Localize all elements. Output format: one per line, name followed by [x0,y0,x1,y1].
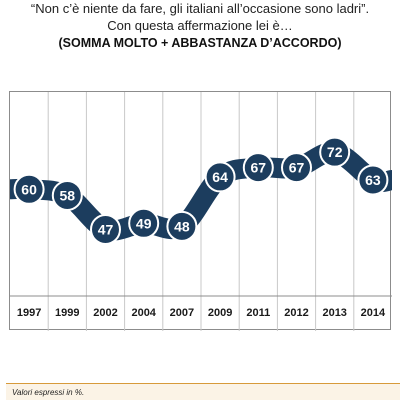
x-tick-label-2014: 2014 [361,307,386,319]
data-point-1997 [13,173,45,205]
data-label-2007: 48 [174,218,190,234]
chart-frame: 60 58 47 49 48 64 67 67 72 63 1997 1999 2002 2004 2007… [9,91,392,331]
data-label-2014: 63 [365,172,381,188]
chart-subtitle: (SOMMA MOLTO + ABBASTANZA D’ACCORDO) [58,36,342,50]
data-point-2007 [166,210,198,242]
data-point-2002 [90,213,121,245]
data-point-2012 [281,152,312,184]
data-point-2009 [204,161,236,193]
data-point-1999 [51,179,83,211]
data-point-2014 [357,164,389,196]
data-point-2013 [319,136,351,168]
data-label-2009: 64 [212,169,228,185]
x-tick-label-2002: 2002 [93,307,117,319]
line-chart: 60 58 47 49 48 64 67 67 72 63 1997 1999 2002 2004 2007… [10,92,392,331]
data-point-2011 [242,152,274,184]
x-tick-label-1999: 1999 [55,307,79,319]
x-tick-label-2012: 2012 [284,307,308,319]
chart-title-line-1: “Non c’è niente da fare, gli italiani al… [30,1,370,16]
chart-title-line-2: Con questa affermazione lei è… [107,18,293,33]
data-label-2012: 67 [289,160,305,176]
data-label-2011: 67 [251,160,267,176]
data-label-1999: 58 [60,187,76,203]
x-tick-label-2009: 2009 [208,307,232,319]
x-tick-label-2007: 2007 [170,307,194,319]
data-label-2013: 72 [327,144,343,160]
data-label-1997: 60 [21,181,37,197]
data-label-2004: 49 [136,215,152,231]
x-tick-label-1997: 1997 [17,307,41,319]
x-tick-label-2013: 2013 [322,307,346,319]
x-tick-label-2004: 2004 [131,307,156,319]
data-label-2002: 47 [98,221,114,237]
data-point-2004 [128,207,160,239]
footer-note: Valori espressi in %. [6,383,400,400]
x-tick-label-2011: 2011 [246,307,270,319]
